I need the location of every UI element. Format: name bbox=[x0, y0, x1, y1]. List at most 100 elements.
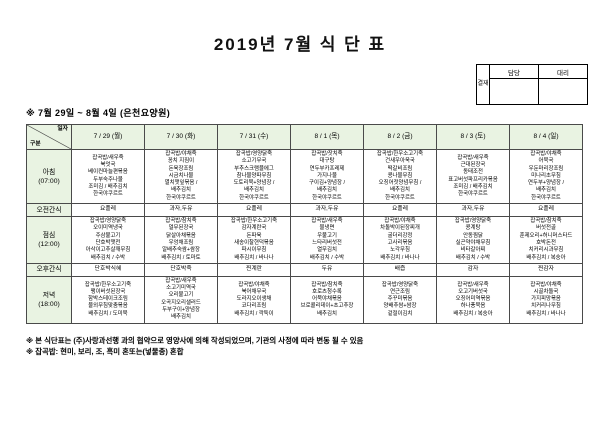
menu-item: 코다리조림 bbox=[241, 303, 267, 310]
menu-item: 배추김치 bbox=[317, 310, 337, 317]
day-header-2: 7 / 31 (수) bbox=[217, 124, 291, 150]
menu-cell-r3-c1: 단호박죽 bbox=[144, 262, 218, 277]
menu-row-4: 저녁 (18:00) 잡곡밥/한우소고기죽 팽이버섯된장국 함박스테이크조림 물외무침맞춤… bbox=[26, 275, 583, 324]
menu-item: 근대된장국 bbox=[460, 161, 486, 168]
menu-item: 배추김치 / 복숭아 bbox=[453, 310, 493, 317]
menu-item: 오이미역냉국 bbox=[93, 225, 123, 232]
menu-item: 가지나물 bbox=[317, 172, 337, 179]
menu-item: 잡곡밥/잣치죽 bbox=[311, 151, 343, 157]
menu-item: 미나리초무침 bbox=[531, 172, 561, 179]
menu-item: 겉절이김치 bbox=[387, 310, 413, 317]
menu-item: 얼무된장국 bbox=[168, 225, 194, 232]
menu-item: 한국야쿠르트 bbox=[531, 194, 561, 201]
menu-cell-r0-c0: 잡곡밥/새우죽 북엇국 베이컨마늘편볶음 두부숙주나물 조미김 / 배추김치 한국야쿠르트 bbox=[71, 148, 145, 205]
row-label-main-4: 저녁 bbox=[42, 291, 56, 299]
menu-cell-r4-c1: 잡곡밥/새우죽 소고기미역국 오리불고기 오곡지오리샐러드 두부구이+양념장 배추김치 bbox=[144, 275, 218, 324]
menu-item: 잡곡밥/한우소고기죽 bbox=[230, 218, 278, 225]
row-label-3: 오후간식 bbox=[26, 262, 72, 277]
menu-item: 훈제오리+허니머스타드 bbox=[519, 232, 573, 239]
menu-cell-r4-c0: 잡곡밥/한우소고기죽 팽이버섯된장국 함박스테이크조림 물외무침맞춤볶음 배추김치 / … bbox=[71, 275, 145, 324]
menu-item: 잡곡밥/영양닭죽 bbox=[89, 218, 127, 225]
menu-item: 잡곡밥/영양닭죽 bbox=[381, 281, 419, 288]
approval-signature-damdang[interactable] bbox=[489, 78, 539, 105]
approval-side-label: 결재 bbox=[476, 64, 490, 105]
menu-row-0: 아침 (07:00) 잡곡밥/새우죽 북엇국 베이컨마늘편볶음 두부숙주나물 조미김 / 배… bbox=[26, 148, 583, 205]
corner-date-label: 일자 bbox=[57, 126, 68, 132]
diagonal-line-icon bbox=[27, 125, 71, 149]
menu-item: 배추김치 bbox=[390, 187, 410, 194]
menu-cell-r0-c4: 잡곡밥/한우소고기죽 건새우아욱국 떡갈비조림 콩나물무침 오징어젓양념무침 / 배추김치… bbox=[363, 148, 437, 205]
menu-item: 우엉채조림 bbox=[168, 239, 194, 246]
day-header-6: 8 / 4 (일) bbox=[509, 124, 583, 150]
menu-item: 돈육장조림 bbox=[168, 165, 194, 172]
menu-item: 가지피망볶음 bbox=[531, 296, 561, 303]
menu-item: 떡갈비조림 bbox=[387, 165, 413, 172]
menu-item: 부추스크램블에그 bbox=[234, 165, 274, 172]
menu-item: 배추김치 / 수박 bbox=[455, 254, 491, 261]
menu-item: 잡곡밥/야채죽 bbox=[384, 218, 416, 225]
menu-item: 한국야쿠르트 bbox=[239, 194, 269, 201]
menu-item: 닭살아채볶음 bbox=[166, 232, 196, 239]
menu-item: 꽁치 지짐이 bbox=[167, 158, 195, 165]
day-header-4: 8 / 2 (금) bbox=[363, 124, 437, 150]
menu-item: 감자계란국 bbox=[241, 225, 267, 232]
menu-cell-r3-c0: 단호박식혜 bbox=[71, 262, 145, 277]
menu-item: 치커리나무침 bbox=[531, 303, 561, 310]
menu-item: 고사리볶음 bbox=[387, 239, 413, 246]
menu-item: 배추김치 / 깍둑이 bbox=[234, 310, 274, 317]
menu-item: 주삼불고기 bbox=[95, 232, 121, 239]
menu-cell-r4-c6: 잡곡밥/야채죽 시골차돌국 가지피망볶음 치커리나무침 배추김치 / 바나나 bbox=[509, 275, 583, 324]
menu-item: 대구탕 bbox=[319, 158, 335, 165]
menu-item: 잡곡밥/새우죽 bbox=[311, 218, 343, 225]
menu-item: 잡곡밥/영양닭죽 bbox=[235, 151, 273, 157]
row-label-time-0: (07:00) bbox=[38, 177, 60, 185]
menu-item: 알배추숙쌈+쌈장 bbox=[162, 247, 200, 254]
menu-item: 조미김 / 배추김치 bbox=[88, 183, 128, 190]
menu-table-wrapper: 일자 구분 7 / 29 (월) 7 / 30 (화) 7 / 31 (수) 8… bbox=[26, 124, 583, 324]
menu-item: 어묵국 bbox=[538, 158, 554, 165]
menu-cell-r2-c6: 잡곡밥/참치죽 버섯전골 훈제오리+허니머스타드 호박돈전 치커리시과무침 배추김치 / … bbox=[509, 216, 583, 264]
menu-item: 북어채무국 bbox=[241, 288, 267, 295]
menu-cell-r1-c1: 과자,두유 bbox=[144, 203, 218, 218]
footnote-1: ※ 본 식단표는 (주)사랑과선행 과의 협약으로 영양사에 의해 작성되었으며… bbox=[26, 336, 364, 345]
approval-signature-daeri[interactable] bbox=[538, 78, 588, 105]
menu-cell-r4-c4: 잡곡밥/영양닭죽 연근조림 주꾸미볶음 양배추쌈+쌈장 겉절이김치 bbox=[363, 275, 437, 324]
menu-item: 건새우아욱국 bbox=[385, 158, 415, 165]
menu-item: 물외무침맞춤볶음 bbox=[88, 303, 128, 310]
menu-item: 오리불고기 bbox=[168, 292, 194, 299]
menu-item: 잡곡밥/영양닭죽 bbox=[454, 218, 492, 225]
menu-item: 배추김치 / 수박 bbox=[90, 254, 126, 261]
menu-row-3: 오후간식 단호박식혜 단호박죽 찐계란 두유 배즙 감자 찐감자 bbox=[26, 262, 583, 277]
row-label-time-2: (12:00) bbox=[38, 240, 60, 248]
menu-item: 호로츠청수록 bbox=[312, 288, 342, 295]
row-label-main-2: 점심 bbox=[42, 231, 56, 239]
approval-header-daeri: 대리 bbox=[538, 64, 588, 79]
menu-cell-r1-c3: 과자,두유 bbox=[290, 203, 364, 218]
menu-cell-r3-c6: 찐감자 bbox=[509, 262, 583, 277]
menu-item: 돈파육 bbox=[246, 232, 262, 239]
menu-item: 시금치나물 bbox=[168, 172, 194, 179]
menu-table: 일자 구분 7 / 29 (월) 7 / 30 (화) 7 / 31 (수) 8… bbox=[26, 124, 583, 324]
row-label-4: 저녁 (18:00) bbox=[26, 275, 72, 324]
menu-item: 잡곡밥/참치죽 bbox=[530, 218, 562, 225]
menu-item: 잡곡밥/새우죽 bbox=[165, 277, 197, 284]
menu-item: 콩계탕 bbox=[465, 225, 481, 232]
menu-item: 잡곡밥/새우죽 bbox=[457, 281, 489, 288]
row-label-0: 아침 (07:00) bbox=[26, 148, 72, 205]
menu-item: 노각무침 bbox=[390, 247, 410, 254]
menu-item: 호박돈전 bbox=[536, 239, 556, 246]
menu-item: 멸치깻잎볶음 / bbox=[164, 180, 198, 187]
menu-item: 비타갈아찌 bbox=[460, 247, 486, 254]
menu-item: 배추김치 bbox=[171, 314, 191, 321]
menu-item: 한국야쿠르트 bbox=[312, 194, 342, 201]
row-label-main-0: 아침 bbox=[42, 168, 56, 176]
menu-row-2: 점심 (12:00) 잡곡밥/영양닭죽 오이미역냉국 주삼불고기 단호박깻전 아삭이고추살깨… bbox=[26, 216, 583, 264]
menu-item: 차돌박이된장찌개 bbox=[380, 225, 420, 232]
menu-item: 시골차돌국 bbox=[533, 288, 559, 295]
menu-item: 단호박깻전 bbox=[95, 239, 121, 246]
menu-item: 콩나물무침 bbox=[387, 172, 413, 179]
menu-item: 우불고기 bbox=[317, 232, 337, 239]
menu-item: 배추김치 / 바나나 bbox=[380, 254, 420, 261]
approval-box: 결재 담당 대리 bbox=[476, 64, 588, 105]
